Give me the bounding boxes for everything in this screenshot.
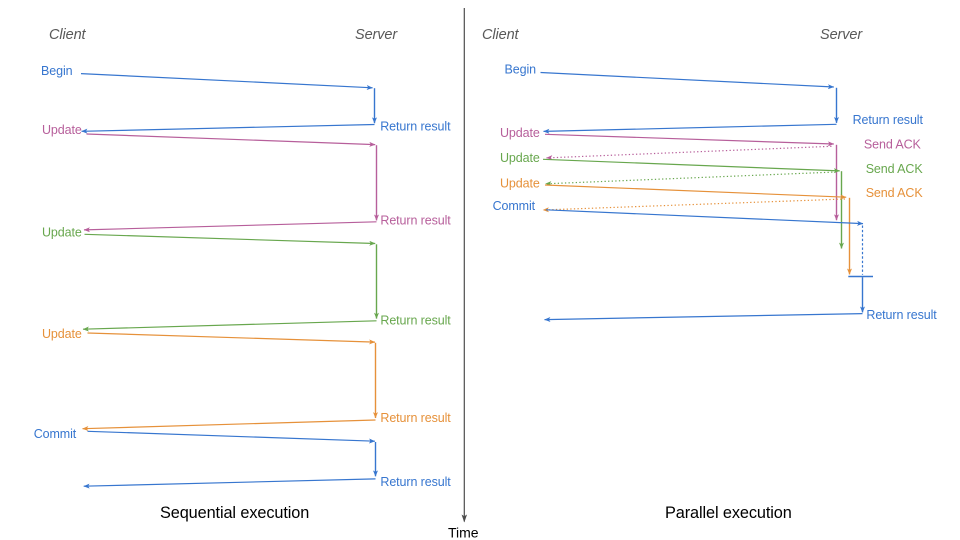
svg-text:Commit: Commit xyxy=(493,199,536,213)
svg-text:Sequential execution: Sequential execution xyxy=(160,504,309,522)
svg-text:Send ACK: Send ACK xyxy=(866,186,924,200)
svg-text:Return result: Return result xyxy=(380,313,451,327)
svg-text:Return result: Return result xyxy=(380,411,451,425)
svg-text:Client: Client xyxy=(49,27,87,43)
svg-text:Server: Server xyxy=(355,27,398,43)
svg-text:Time: Time xyxy=(448,524,479,540)
svg-text:Begin: Begin xyxy=(41,64,73,78)
svg-text:Return result: Return result xyxy=(380,475,451,489)
svg-text:Return result: Return result xyxy=(853,113,924,127)
svg-text:Begin: Begin xyxy=(505,62,537,76)
svg-text:Parallel execution: Parallel execution xyxy=(665,504,792,522)
svg-text:Update: Update xyxy=(42,123,82,137)
svg-text:Update: Update xyxy=(500,126,540,140)
svg-text:Return result: Return result xyxy=(380,120,451,134)
svg-text:Return result: Return result xyxy=(380,214,451,228)
svg-text:Update: Update xyxy=(500,176,540,190)
svg-text:Send ACK: Send ACK xyxy=(864,137,922,151)
svg-text:Return result: Return result xyxy=(866,308,937,322)
svg-text:Update: Update xyxy=(42,327,82,341)
svg-text:Send ACK: Send ACK xyxy=(866,162,924,176)
svg-text:Update: Update xyxy=(500,151,540,165)
svg-text:Client: Client xyxy=(482,27,520,43)
svg-text:Commit: Commit xyxy=(34,427,77,441)
svg-text:Update: Update xyxy=(42,226,82,240)
svg-text:Server: Server xyxy=(820,27,863,43)
